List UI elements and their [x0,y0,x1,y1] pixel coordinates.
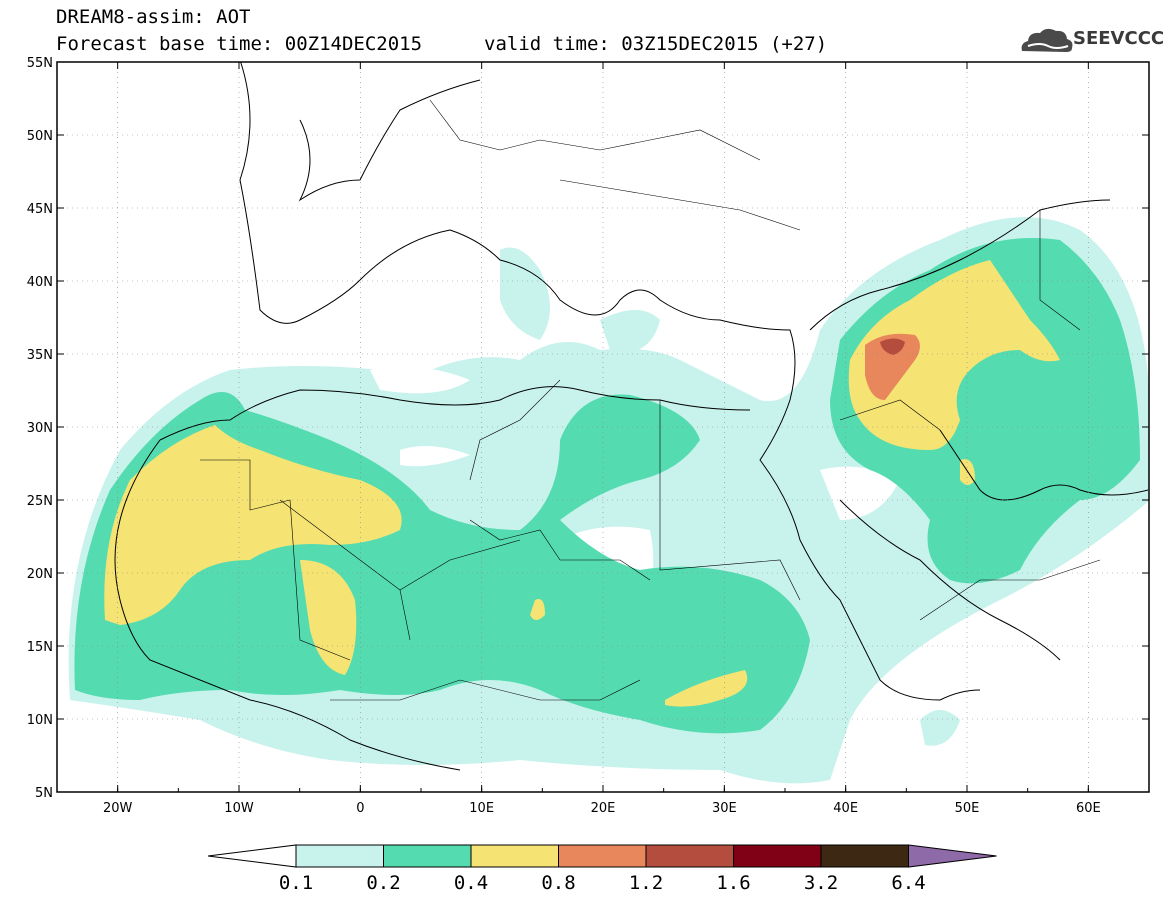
lat-label: 50N [27,129,53,144]
colorbar-tick-label: 0.2 [366,872,400,894]
lon-label: 50E [955,801,980,816]
colorbar-tick-label: 3.2 [804,872,838,894]
colorbar-low-arrow [207,844,297,868]
latitude-labels: 55N 50N 45N 40N 35N 30N 25N 20N 15N 10N 5N [27,56,53,801]
lat-label: 10N [27,713,53,728]
lat-label: 55N [27,56,53,71]
lon-label: 60E [1076,801,1101,816]
valid-time: valid time: 03Z15DEC2015 (+27) [484,33,828,55]
colorbar-segment [820,844,909,868]
colorbar-segment [645,844,734,868]
colorbar-segment [470,844,559,868]
colorbar-tick-label: 0.4 [454,872,488,894]
logo-text: SEEVCCC [1073,28,1165,49]
model-title: DREAM8-assim: AOT [56,6,251,28]
aot-field [57,62,1149,792]
lat-label: 5N [35,786,53,801]
colorbar-segment [558,844,647,868]
lon-label: 10W [224,801,254,816]
lon-label: 0 [356,801,364,816]
graticule [57,62,1149,792]
colorbar-tick-label: 1.2 [629,872,663,894]
longitude-labels: 20W 10W 0 10E 20E 30E 40E 50E 60E [103,801,1101,816]
lat-label: 25N [27,494,53,509]
colorbar-tick-label: 0.1 [279,872,313,894]
forecast-base-time: Forecast base time: 00Z14DEC2015 [56,33,423,55]
coastlines [114,62,1149,771]
country-borders [200,99,1101,701]
colorbar-segment [295,844,384,868]
colorbar-high-arrow [908,844,997,868]
lon-label: 10E [469,801,494,816]
colorbar-segment [383,844,472,868]
aot-level-1.2 [880,338,905,355]
seevccc-cloud-logo-icon [1021,28,1073,52]
lat-label: 45N [27,202,53,217]
lon-label: 20E [591,801,616,816]
lon-label: 20W [103,801,133,816]
lat-label: 20N [27,567,53,582]
lat-label: 40N [27,275,53,290]
lat-label: 15N [27,640,53,655]
lat-label: 35N [27,348,53,363]
colorbar-labels: 0.1 0.2 0.4 0.8 1.2 1.6 3.2 6.4 [279,872,926,894]
lon-label: 30E [712,801,737,816]
axis-ticks [56,61,1150,793]
colorbar-segment [733,844,822,868]
colorbar-tick-label: 6.4 [891,872,925,894]
colorbar-tick-label: 1.6 [716,872,750,894]
lat-label: 30N [27,421,53,436]
lon-label: 40E [833,801,858,816]
aot-level-0.8 [865,333,920,400]
aot-level-0.4 [104,260,1060,707]
colorbar-tick-label: 0.8 [541,872,575,894]
colorbar [207,844,997,868]
